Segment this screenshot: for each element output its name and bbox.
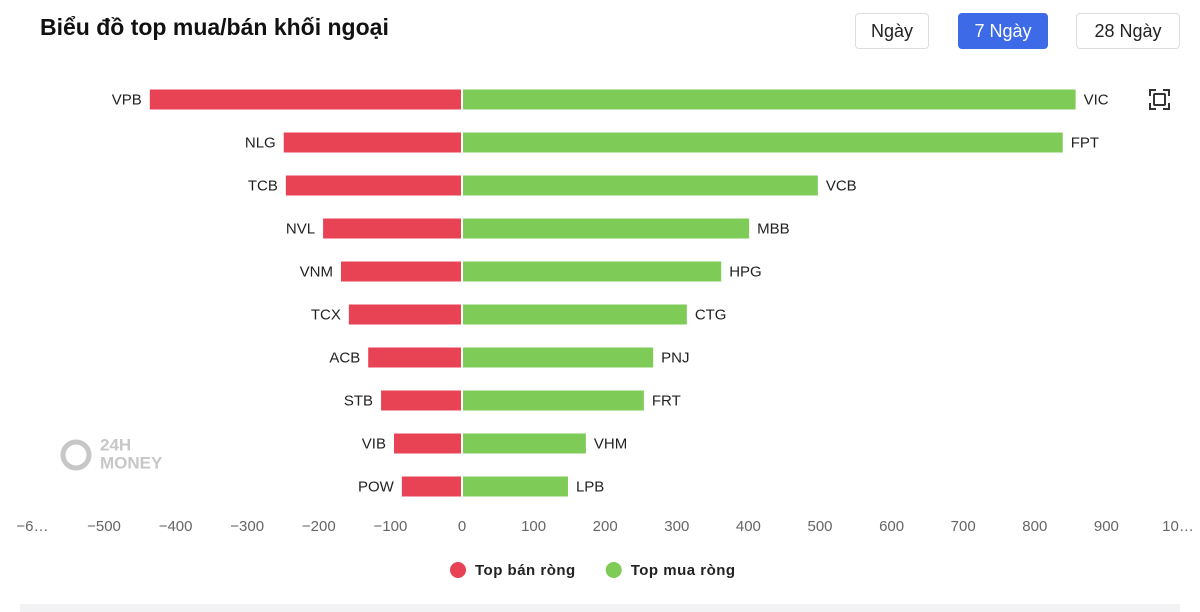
- bar-label: NLG: [245, 134, 276, 151]
- x-tick-label: 600: [879, 518, 904, 535]
- x-tick-label: 500: [807, 518, 832, 535]
- bar: [348, 304, 462, 325]
- x-tick-label: 700: [951, 518, 976, 535]
- range-button[interactable]: 28 Ngày: [1076, 13, 1180, 49]
- x-tick-label: −100: [374, 518, 408, 535]
- bar-label: CTG: [695, 306, 727, 323]
- legend-marker: [605, 562, 622, 578]
- bar: [462, 218, 750, 239]
- bar-label: TCB: [248, 177, 278, 194]
- bar: [393, 433, 462, 454]
- watermark-logo: [60, 439, 92, 471]
- bar: [462, 433, 586, 454]
- bar-label: PNJ: [661, 349, 689, 366]
- bar: [381, 390, 462, 411]
- bar-label: STB: [344, 392, 373, 409]
- bar: [462, 390, 644, 411]
- x-tick-label: 200: [593, 518, 618, 535]
- bar-label: FRT: [652, 392, 681, 409]
- watermark: MONEY: [100, 453, 163, 472]
- x-tick-label: 300: [664, 518, 689, 535]
- legend-label: Top bán ròng: [475, 562, 576, 579]
- x-tick-label: −6…: [16, 518, 48, 535]
- bar-label: VIB: [362, 435, 386, 452]
- bar: [462, 304, 687, 325]
- bar: [462, 89, 1076, 110]
- bar-label: HPG: [729, 263, 762, 280]
- x-tick-label: 900: [1094, 518, 1119, 535]
- bar-label: MBB: [757, 220, 790, 237]
- bar: [462, 476, 568, 497]
- bar: [462, 347, 654, 368]
- bar-label: VPB: [112, 91, 142, 108]
- bar-label: LPB: [576, 478, 604, 495]
- bar: [323, 218, 462, 239]
- x-tick-label: −400: [159, 518, 193, 535]
- watermark: 24H: [100, 435, 131, 454]
- bar: [285, 175, 462, 196]
- x-tick-label: 800: [1022, 518, 1047, 535]
- bar-label: POW: [358, 478, 395, 495]
- bar: [340, 261, 462, 282]
- x-tick-label: 100: [521, 518, 546, 535]
- x-tick-label: −300: [230, 518, 264, 535]
- x-tick-label: −200: [302, 518, 336, 535]
- bar: [368, 347, 462, 368]
- legend-marker: [450, 562, 466, 578]
- x-tick-label: 0: [458, 518, 466, 535]
- bar: [462, 261, 722, 282]
- bar-label: TCX: [311, 306, 341, 323]
- title: Biểu đồ top mua/bán khối ngoại: [40, 14, 389, 40]
- bar: [283, 132, 462, 153]
- bar-label: VCB: [826, 177, 857, 194]
- range-button[interactable]: 7 Ngày: [958, 13, 1048, 49]
- bar-label: VIC: [1084, 91, 1109, 108]
- bar: [401, 476, 462, 497]
- bar: [462, 175, 818, 196]
- x-tick-label: 10…: [1162, 518, 1194, 535]
- bar-label: ACB: [329, 349, 360, 366]
- bar-label: VHM: [594, 435, 627, 452]
- bar-label: FPT: [1071, 134, 1099, 151]
- x-tick-label: −500: [87, 518, 121, 535]
- bar: [149, 89, 462, 110]
- bar-label: VNM: [300, 263, 333, 280]
- bar-label: NVL: [286, 220, 315, 237]
- range-button[interactable]: Ngày: [855, 13, 929, 49]
- fullscreen-icon[interactable]: [1149, 89, 1170, 110]
- bar: [462, 132, 1063, 153]
- footer-strip: [20, 604, 1180, 612]
- legend-label: Top mua ròng: [631, 562, 736, 579]
- x-tick-label: 400: [736, 518, 761, 535]
